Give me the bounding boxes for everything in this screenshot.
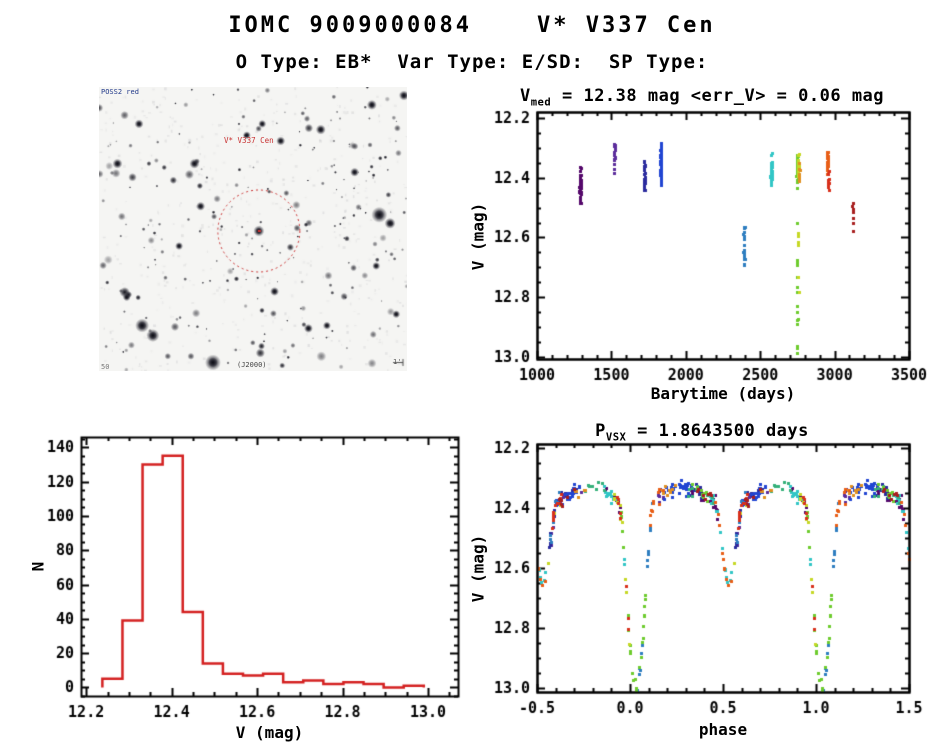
finding-chart-image [99, 87, 407, 371]
magnitude-histogram-plot [30, 425, 470, 730]
histogram-y-axis-label: N [28, 561, 48, 572]
light-curve-x-axis-label: Barytime (days) [650, 384, 796, 403]
finding-chart-scale-label: 1' [393, 358, 402, 366]
light-curve-title-pre: V [519, 86, 531, 106]
phase-plot-title-sub: VSX [605, 431, 627, 444]
light-curve-title-rest: = 12.38 mag <err_V> = 0.06 mag [551, 86, 885, 106]
finding-chart-coord-label: (J2000) [237, 361, 267, 369]
finding-chart-target-label: V* V337 Cen [224, 136, 274, 145]
phase-plot-y-axis-label: V (mag) [468, 534, 488, 603]
light-curve-y-axis-label: V (mag) [468, 202, 488, 271]
light-curve-plot [460, 85, 940, 405]
light-curve-title-sub: med [530, 96, 552, 109]
histogram-x-axis-label: V (mag) [235, 723, 304, 742]
phase-folded-plot [460, 420, 940, 725]
page-subtitle: O Type: EB* Var Type: E/SD: SP Type: [235, 51, 709, 73]
phase-plot-title-pre: P [595, 421, 606, 441]
phase-plot-title-rest: = 1.8643500 days [626, 421, 809, 441]
page-title: IOMC 9009000084 V* V337 Cen [228, 13, 716, 38]
phase-plot-x-axis-label: phase [698, 720, 748, 739]
light-curve-title: Vmed = 12.38 mag <err_V> = 0.06 mag [460, 86, 944, 108]
finding-chart-corner-label: 50 [101, 363, 110, 371]
finding-chart-survey-label: POSS2 red [101, 88, 139, 96]
phase-plot-title: PVSX = 1.8643500 days [460, 421, 944, 443]
